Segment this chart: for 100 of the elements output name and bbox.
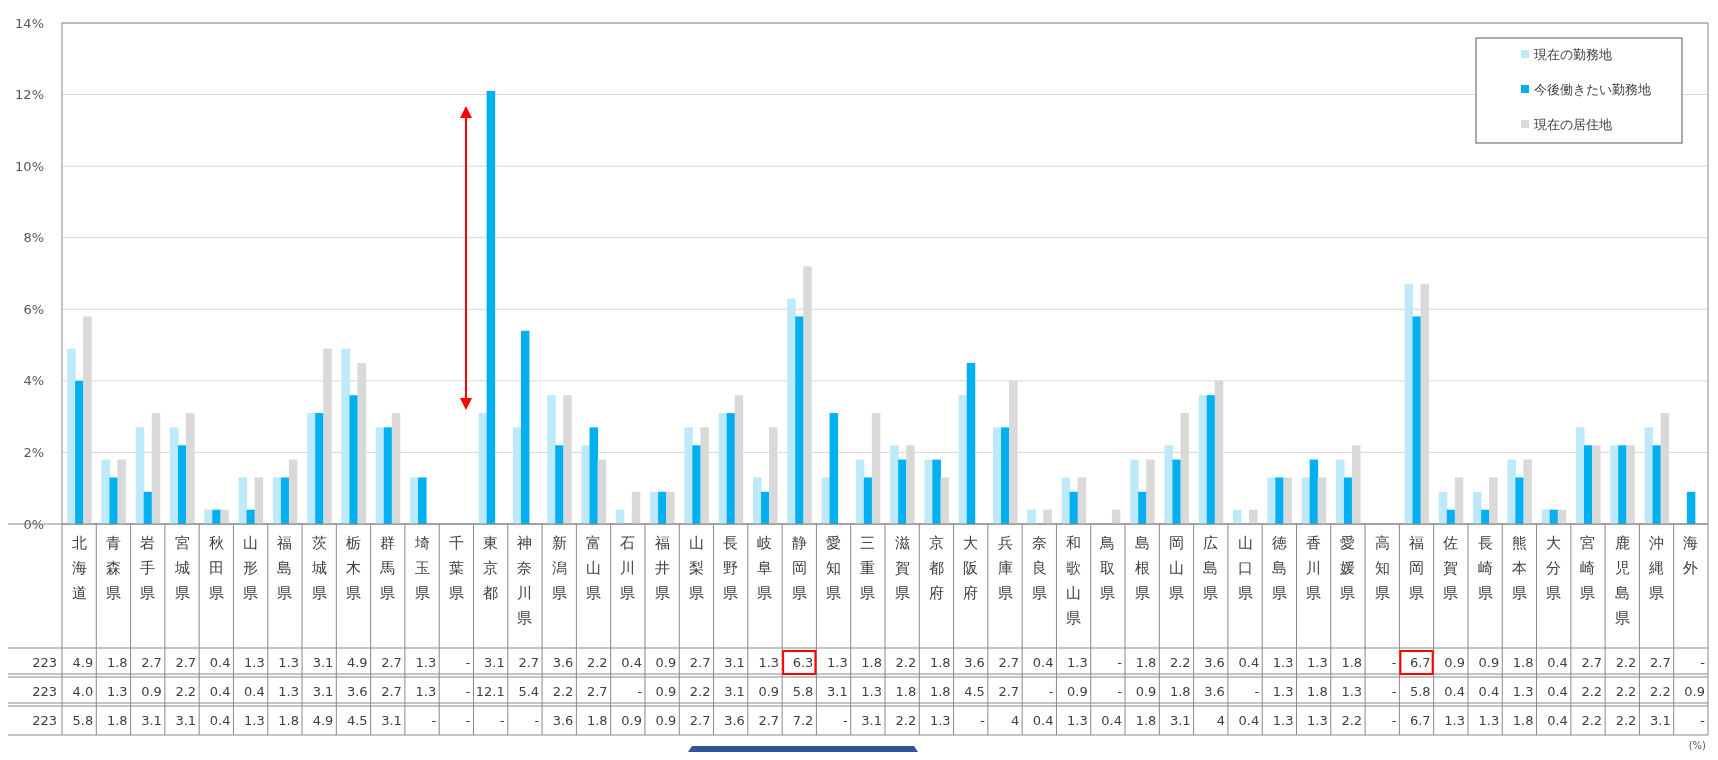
data-label: 1.8 bbox=[1135, 713, 1157, 729]
bar bbox=[410, 477, 419, 524]
data-label: 0.4 bbox=[209, 684, 231, 700]
bar bbox=[307, 413, 316, 524]
data-label: 0.9 bbox=[621, 713, 642, 729]
text: - bbox=[1254, 684, 1260, 700]
bar bbox=[418, 477, 427, 524]
bar bbox=[666, 491, 675, 524]
text: - bbox=[1117, 684, 1123, 700]
x-tick-label: 東京都 bbox=[483, 534, 499, 602]
x-tick-label: 富山県 bbox=[586, 534, 602, 602]
x-tick-label: 京都府 bbox=[928, 534, 944, 602]
x-tick-label: 佐賀県 bbox=[1443, 534, 1459, 602]
bar bbox=[280, 477, 290, 524]
data-label: 1.8 bbox=[1512, 655, 1534, 671]
data-label: 1.8 bbox=[1341, 655, 1363, 671]
x-tick-label: 山梨県 bbox=[688, 534, 704, 602]
text: 223 bbox=[32, 655, 57, 671]
bar bbox=[135, 427, 145, 524]
bar bbox=[143, 491, 153, 524]
data-label: 1.3 bbox=[1272, 684, 1294, 700]
text: - bbox=[1700, 655, 1705, 671]
data-label: 1.8 bbox=[1169, 684, 1191, 700]
x-tick-label: 茨城県 bbox=[310, 534, 327, 602]
bar bbox=[75, 380, 84, 524]
bar bbox=[1146, 459, 1155, 524]
x-tick-label: 奈良県 bbox=[1031, 534, 1047, 602]
data-label: 4.9 bbox=[346, 655, 368, 671]
bar bbox=[1523, 459, 1532, 524]
y-tick-label: 2% bbox=[23, 444, 44, 460]
data-label: 2.2 bbox=[1650, 684, 1671, 700]
data-label: 3.1 bbox=[827, 684, 848, 700]
data-label: 1.8 bbox=[895, 684, 917, 700]
data-label: 0.4 bbox=[1547, 684, 1568, 700]
data-label: 2.2 bbox=[1615, 713, 1637, 729]
bar bbox=[1027, 509, 1036, 524]
data-label: 1.3 bbox=[106, 684, 128, 700]
x-tick-label: 福岡県 bbox=[1409, 534, 1425, 602]
data-label: 7.2 bbox=[792, 713, 814, 729]
data-label: 0.9 bbox=[655, 684, 677, 700]
bar bbox=[1138, 491, 1147, 524]
y-tick-label: 0% bbox=[23, 516, 44, 532]
legend-label: 現在の居住地 bbox=[1534, 116, 1612, 132]
data-label: 1.3 bbox=[244, 655, 265, 671]
data-label: 1.8 bbox=[106, 713, 128, 729]
x-tick-label: 徳島県 bbox=[1271, 534, 1287, 602]
bar bbox=[1233, 509, 1242, 524]
bar bbox=[752, 477, 762, 524]
x-tick-label: 岩手県 bbox=[140, 534, 156, 602]
data-label: 0.4 bbox=[621, 655, 642, 671]
x-tick-label: 北海道 bbox=[71, 534, 87, 602]
bar bbox=[650, 491, 659, 524]
data-label: 3.1 bbox=[724, 655, 745, 671]
legend-label: 現在の勤務地 bbox=[1534, 46, 1612, 62]
data-label: 1.3 bbox=[415, 655, 437, 671]
bar bbox=[1172, 459, 1181, 524]
x-tick-label: 宮城県 bbox=[173, 534, 190, 602]
bar bbox=[555, 445, 564, 524]
bar bbox=[1130, 459, 1139, 524]
bar bbox=[341, 348, 350, 524]
y-tick-label: 6% bbox=[23, 301, 44, 317]
data-label: 1.3 bbox=[1341, 684, 1363, 700]
bar bbox=[101, 459, 110, 524]
bar bbox=[1283, 477, 1292, 524]
bar bbox=[1001, 427, 1010, 524]
data-label: 1.3 bbox=[1272, 655, 1294, 671]
x-tick-label: 長野県 bbox=[723, 534, 739, 602]
x-tick-label: 埼玉県 bbox=[413, 534, 430, 602]
bar bbox=[288, 459, 298, 524]
text: (%) bbox=[1688, 740, 1707, 751]
text: - bbox=[1391, 655, 1397, 671]
bar bbox=[631, 491, 641, 524]
text: - bbox=[465, 655, 471, 671]
x-tick-label: 長崎県 bbox=[1477, 534, 1493, 602]
x-tick-label: 福島県 bbox=[277, 534, 293, 602]
bar bbox=[940, 477, 949, 524]
data-label: 0.9 bbox=[1135, 684, 1157, 700]
data-label: 0.4 bbox=[1032, 655, 1054, 671]
data-label: 1.3 bbox=[929, 713, 951, 729]
bar bbox=[1412, 316, 1422, 524]
data-label: 0.9 bbox=[655, 713, 677, 729]
data-label: 1.3 bbox=[278, 684, 300, 700]
y-tick-label: 4% bbox=[23, 373, 44, 389]
bar bbox=[1267, 477, 1276, 524]
data-label: 1.8 bbox=[586, 713, 608, 729]
data-label: 1.3 bbox=[1444, 713, 1465, 729]
bar bbox=[924, 459, 933, 524]
bar bbox=[1335, 459, 1345, 524]
bar bbox=[486, 90, 496, 524]
bar bbox=[1069, 491, 1079, 524]
data-label: 2.2 bbox=[552, 684, 574, 700]
y-tick-label: 14% bbox=[15, 15, 44, 31]
x-tick-label: 宮崎県 bbox=[1580, 534, 1596, 602]
data-label: 1.3 bbox=[1067, 713, 1088, 729]
data-label: 0.9 bbox=[1444, 655, 1465, 671]
text: - bbox=[1117, 655, 1123, 671]
x-tick-label: 神奈川県 bbox=[517, 534, 533, 627]
data-label: 2.7 bbox=[758, 713, 780, 729]
y-tick-label: 12% bbox=[15, 87, 44, 103]
bar bbox=[890, 445, 899, 524]
